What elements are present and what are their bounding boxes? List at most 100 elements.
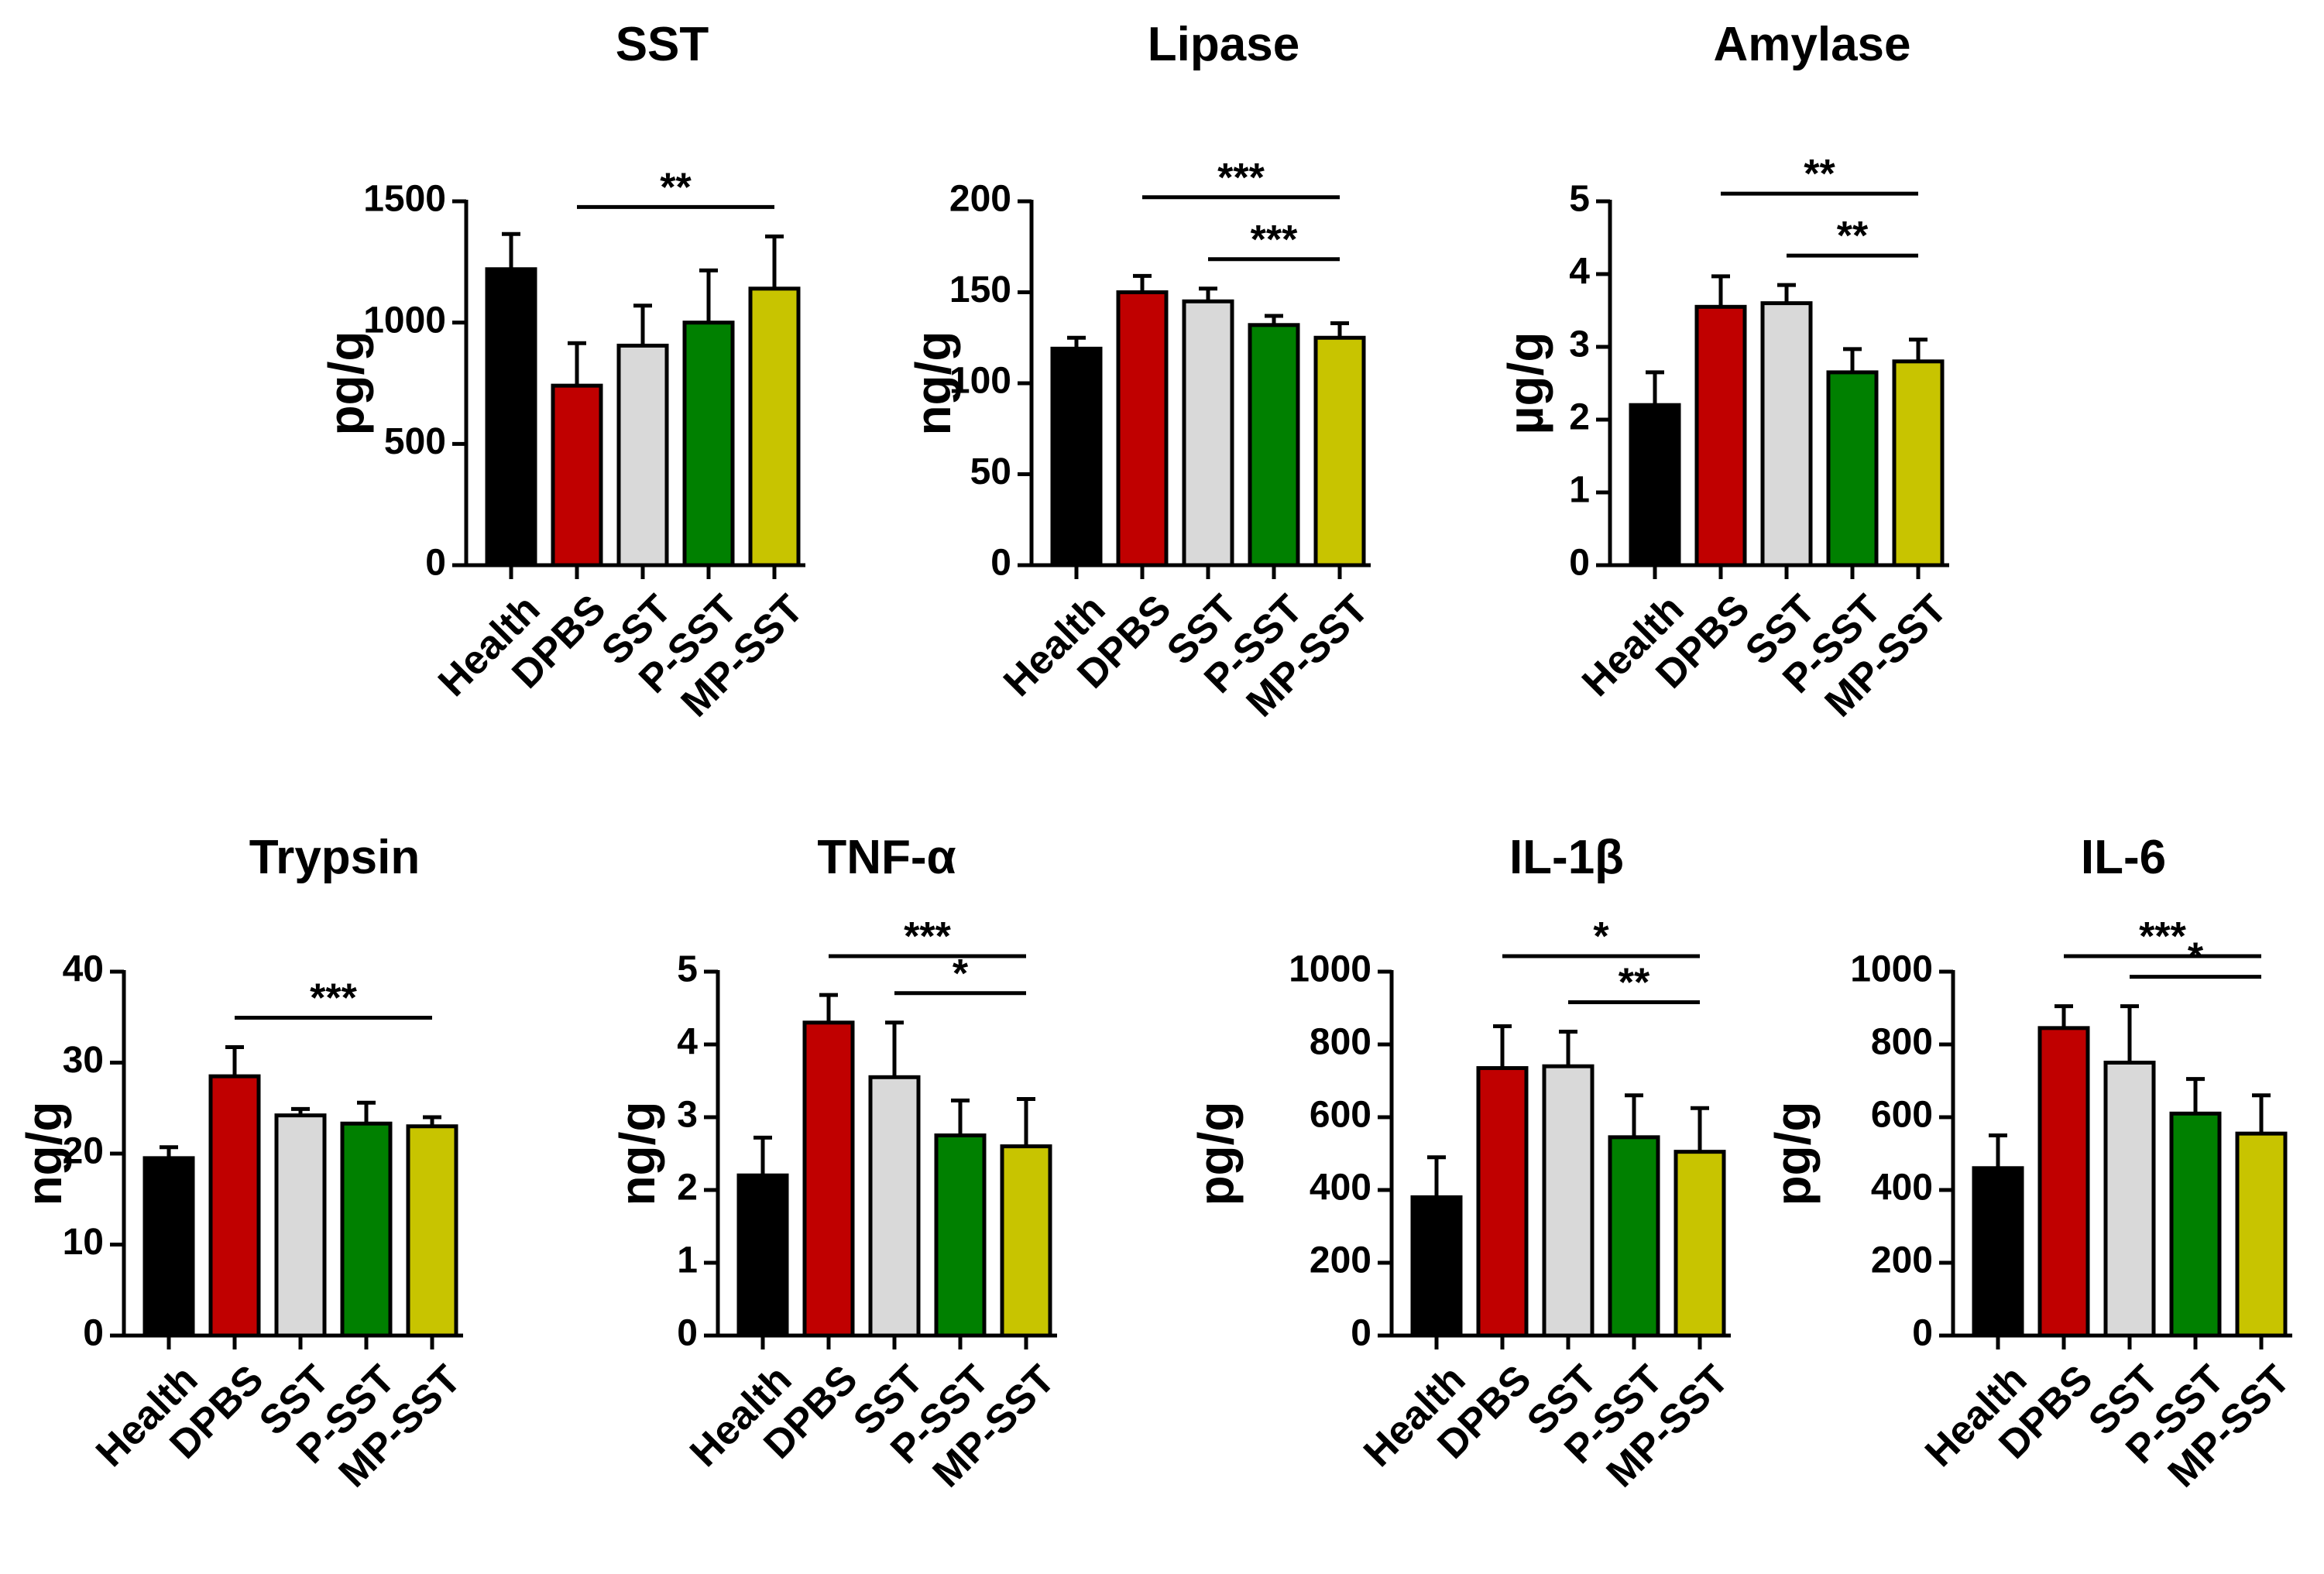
y-tick-label-tnf-alpha: 2 [677, 1168, 698, 1209]
chart-title-tnf-alpha: TNF-α [817, 831, 956, 884]
significance-label-tnf-alpha: *** [904, 914, 951, 959]
bar-lipase-dpbs [1116, 290, 1169, 568]
panel-trypsin: Trypsinng/g010203040HealthDPBSSSTP-SSTMP… [16, 831, 470, 1496]
y-axis-label-amylase: µg/g [1498, 332, 1553, 435]
bar-amylase-health [1629, 403, 1681, 568]
panel-tnf-alpha: TNF-αng/g012345HealthDPBSSSTP-SSTMP-SST*… [609, 831, 1064, 1496]
bar-sst-sst [616, 343, 669, 568]
bar-amylase-mp-sst [1892, 359, 1945, 568]
y-tick-label-trypsin: 40 [63, 949, 104, 990]
y-tick-label-trypsin: 30 [63, 1040, 104, 1081]
significance-label-amylase: ** [1837, 214, 1869, 259]
chart-title-il-6: IL-6 [2081, 831, 2166, 884]
y-axis-label-il-1beta: pg/g [1188, 1101, 1244, 1205]
y-axis-label-lipase: ng/g [905, 331, 961, 435]
y-tick-label-il-1beta: 400 [1310, 1168, 1371, 1209]
y-tick-label-lipase: 100 [949, 361, 1011, 402]
bar-il-6-sst [2103, 1061, 2156, 1338]
panel-il-1beta: IL-1βpg/g02004006008001000HealthDPBSSSTP… [1188, 831, 1738, 1496]
y-tick-label-sst: 500 [384, 421, 446, 462]
y-tick-label-lipase: 0 [990, 543, 1011, 584]
bar-amylase-sst [1760, 301, 1813, 568]
significance-label-sst: ** [660, 165, 692, 210]
bar-lipase-sst [1182, 299, 1234, 568]
panel-il-6: IL-6pg/g02004006008001000HealthDPBSSSTP-… [1765, 831, 2299, 1496]
bar-il-6-p-sst [2169, 1111, 2222, 1338]
bar-trypsin-sst [274, 1113, 327, 1338]
y-tick-label-amylase: 0 [1569, 543, 1590, 584]
y-axis-label-trypsin: ng/g [16, 1101, 72, 1205]
y-tick-label-tnf-alpha: 1 [677, 1240, 698, 1281]
bar-il-1beta-p-sst [1608, 1135, 1660, 1338]
y-tick-label-amylase: 4 [1569, 252, 1590, 293]
y-axis-label-il-6: pg/g [1765, 1101, 1821, 1205]
chart-title-amylase: Amylase [1713, 18, 1910, 71]
y-tick-label-amylase: 2 [1569, 397, 1590, 438]
y-tick-label-sst: 1500 [363, 179, 446, 220]
chart-title-trypsin: Trypsin [249, 831, 421, 884]
y-tick-label-trypsin: 0 [83, 1313, 104, 1354]
bar-sst-dpbs [551, 383, 603, 568]
y-tick-label-il-6: 600 [1871, 1095, 1933, 1136]
y-tick-label-il-1beta: 600 [1310, 1095, 1371, 1136]
bar-amylase-dpbs [1694, 304, 1747, 568]
y-tick-label-il-1beta: 800 [1310, 1022, 1371, 1063]
bar-sst-p-sst [682, 321, 735, 568]
bar-lipase-p-sst [1248, 323, 1300, 568]
y-tick-label-amylase: 3 [1569, 324, 1590, 365]
significance-label-lipase: *** [1251, 218, 1298, 262]
y-tick-label-il-1beta: 200 [1310, 1240, 1371, 1281]
significance-label-lipase: *** [1217, 156, 1265, 201]
bar-trypsin-dpbs [208, 1074, 261, 1338]
bar-il-1beta-sst [1542, 1064, 1595, 1338]
panel-sst: SSTpg/g050010001500HealthDPBSSSTP-SSTMP-… [318, 18, 812, 725]
y-tick-label-il-6: 0 [1912, 1313, 1933, 1354]
y-tick-label-il-1beta: 1000 [1289, 949, 1371, 990]
bar-tnf-alpha-dpbs [802, 1020, 855, 1338]
bar-tnf-alpha-health [736, 1173, 789, 1338]
bar-il-1beta-mp-sst [1673, 1150, 1726, 1338]
bar-trypsin-health [142, 1156, 195, 1338]
chart-title-il-1beta: IL-1β [1509, 831, 1624, 884]
bar-tnf-alpha-sst [868, 1075, 921, 1338]
bar-il-1beta-dpbs [1476, 1066, 1529, 1338]
bar-il-6-dpbs [2037, 1026, 2090, 1338]
significance-label-il-6: *** [2139, 914, 2186, 959]
bar-trypsin-p-sst [340, 1121, 393, 1338]
y-axis-label-sst: pg/g [318, 331, 374, 435]
bar-lipase-health [1050, 346, 1103, 568]
y-tick-label-il-6: 800 [1871, 1022, 1933, 1063]
y-tick-label-amylase: 5 [1569, 179, 1590, 220]
y-axis-label-tnf-alpha: ng/g [609, 1101, 665, 1205]
y-tick-label-lipase: 50 [970, 451, 1011, 492]
y-tick-label-tnf-alpha: 3 [677, 1095, 698, 1136]
y-tick-label-trypsin: 10 [63, 1222, 104, 1263]
y-tick-label-il-6: 1000 [1850, 949, 1933, 990]
y-tick-label-lipase: 150 [949, 269, 1011, 310]
bar-lipase-mp-sst [1313, 335, 1366, 568]
bar-il-6-health [1972, 1166, 2024, 1338]
bar-sst-health [485, 267, 537, 568]
y-tick-label-amylase: 1 [1569, 470, 1590, 511]
y-tick-label-il-6: 200 [1871, 1240, 1933, 1281]
y-tick-label-sst: 0 [425, 543, 446, 584]
y-tick-label-lipase: 200 [949, 179, 1011, 220]
panel-lipase: Lipaseng/g050100150200HealthDPBSSSTP-SST… [905, 18, 1378, 725]
bar-tnf-alpha-p-sst [934, 1133, 987, 1338]
y-tick-label-sst: 1000 [363, 300, 446, 341]
y-tick-label-tnf-alpha: 5 [677, 949, 698, 990]
chart-title-sst: SST [616, 18, 709, 71]
significance-label-il-1beta: * [1593, 914, 1609, 959]
y-tick-label-trypsin: 20 [63, 1131, 104, 1172]
y-tick-label-tnf-alpha: 0 [677, 1313, 698, 1354]
significance-label-amylase: ** [1804, 152, 1835, 197]
significance-label-il-1beta: ** [1619, 961, 1650, 1006]
chart-title-lipase: Lipase [1148, 18, 1299, 71]
y-tick-label-il-6: 400 [1871, 1168, 1933, 1209]
bar-trypsin-mp-sst [406, 1124, 458, 1338]
y-tick-label-tnf-alpha: 4 [677, 1022, 698, 1063]
bar-il-1beta-health [1410, 1195, 1463, 1338]
significance-label-trypsin: *** [310, 976, 357, 1021]
y-tick-label-il-1beta: 0 [1351, 1313, 1371, 1354]
